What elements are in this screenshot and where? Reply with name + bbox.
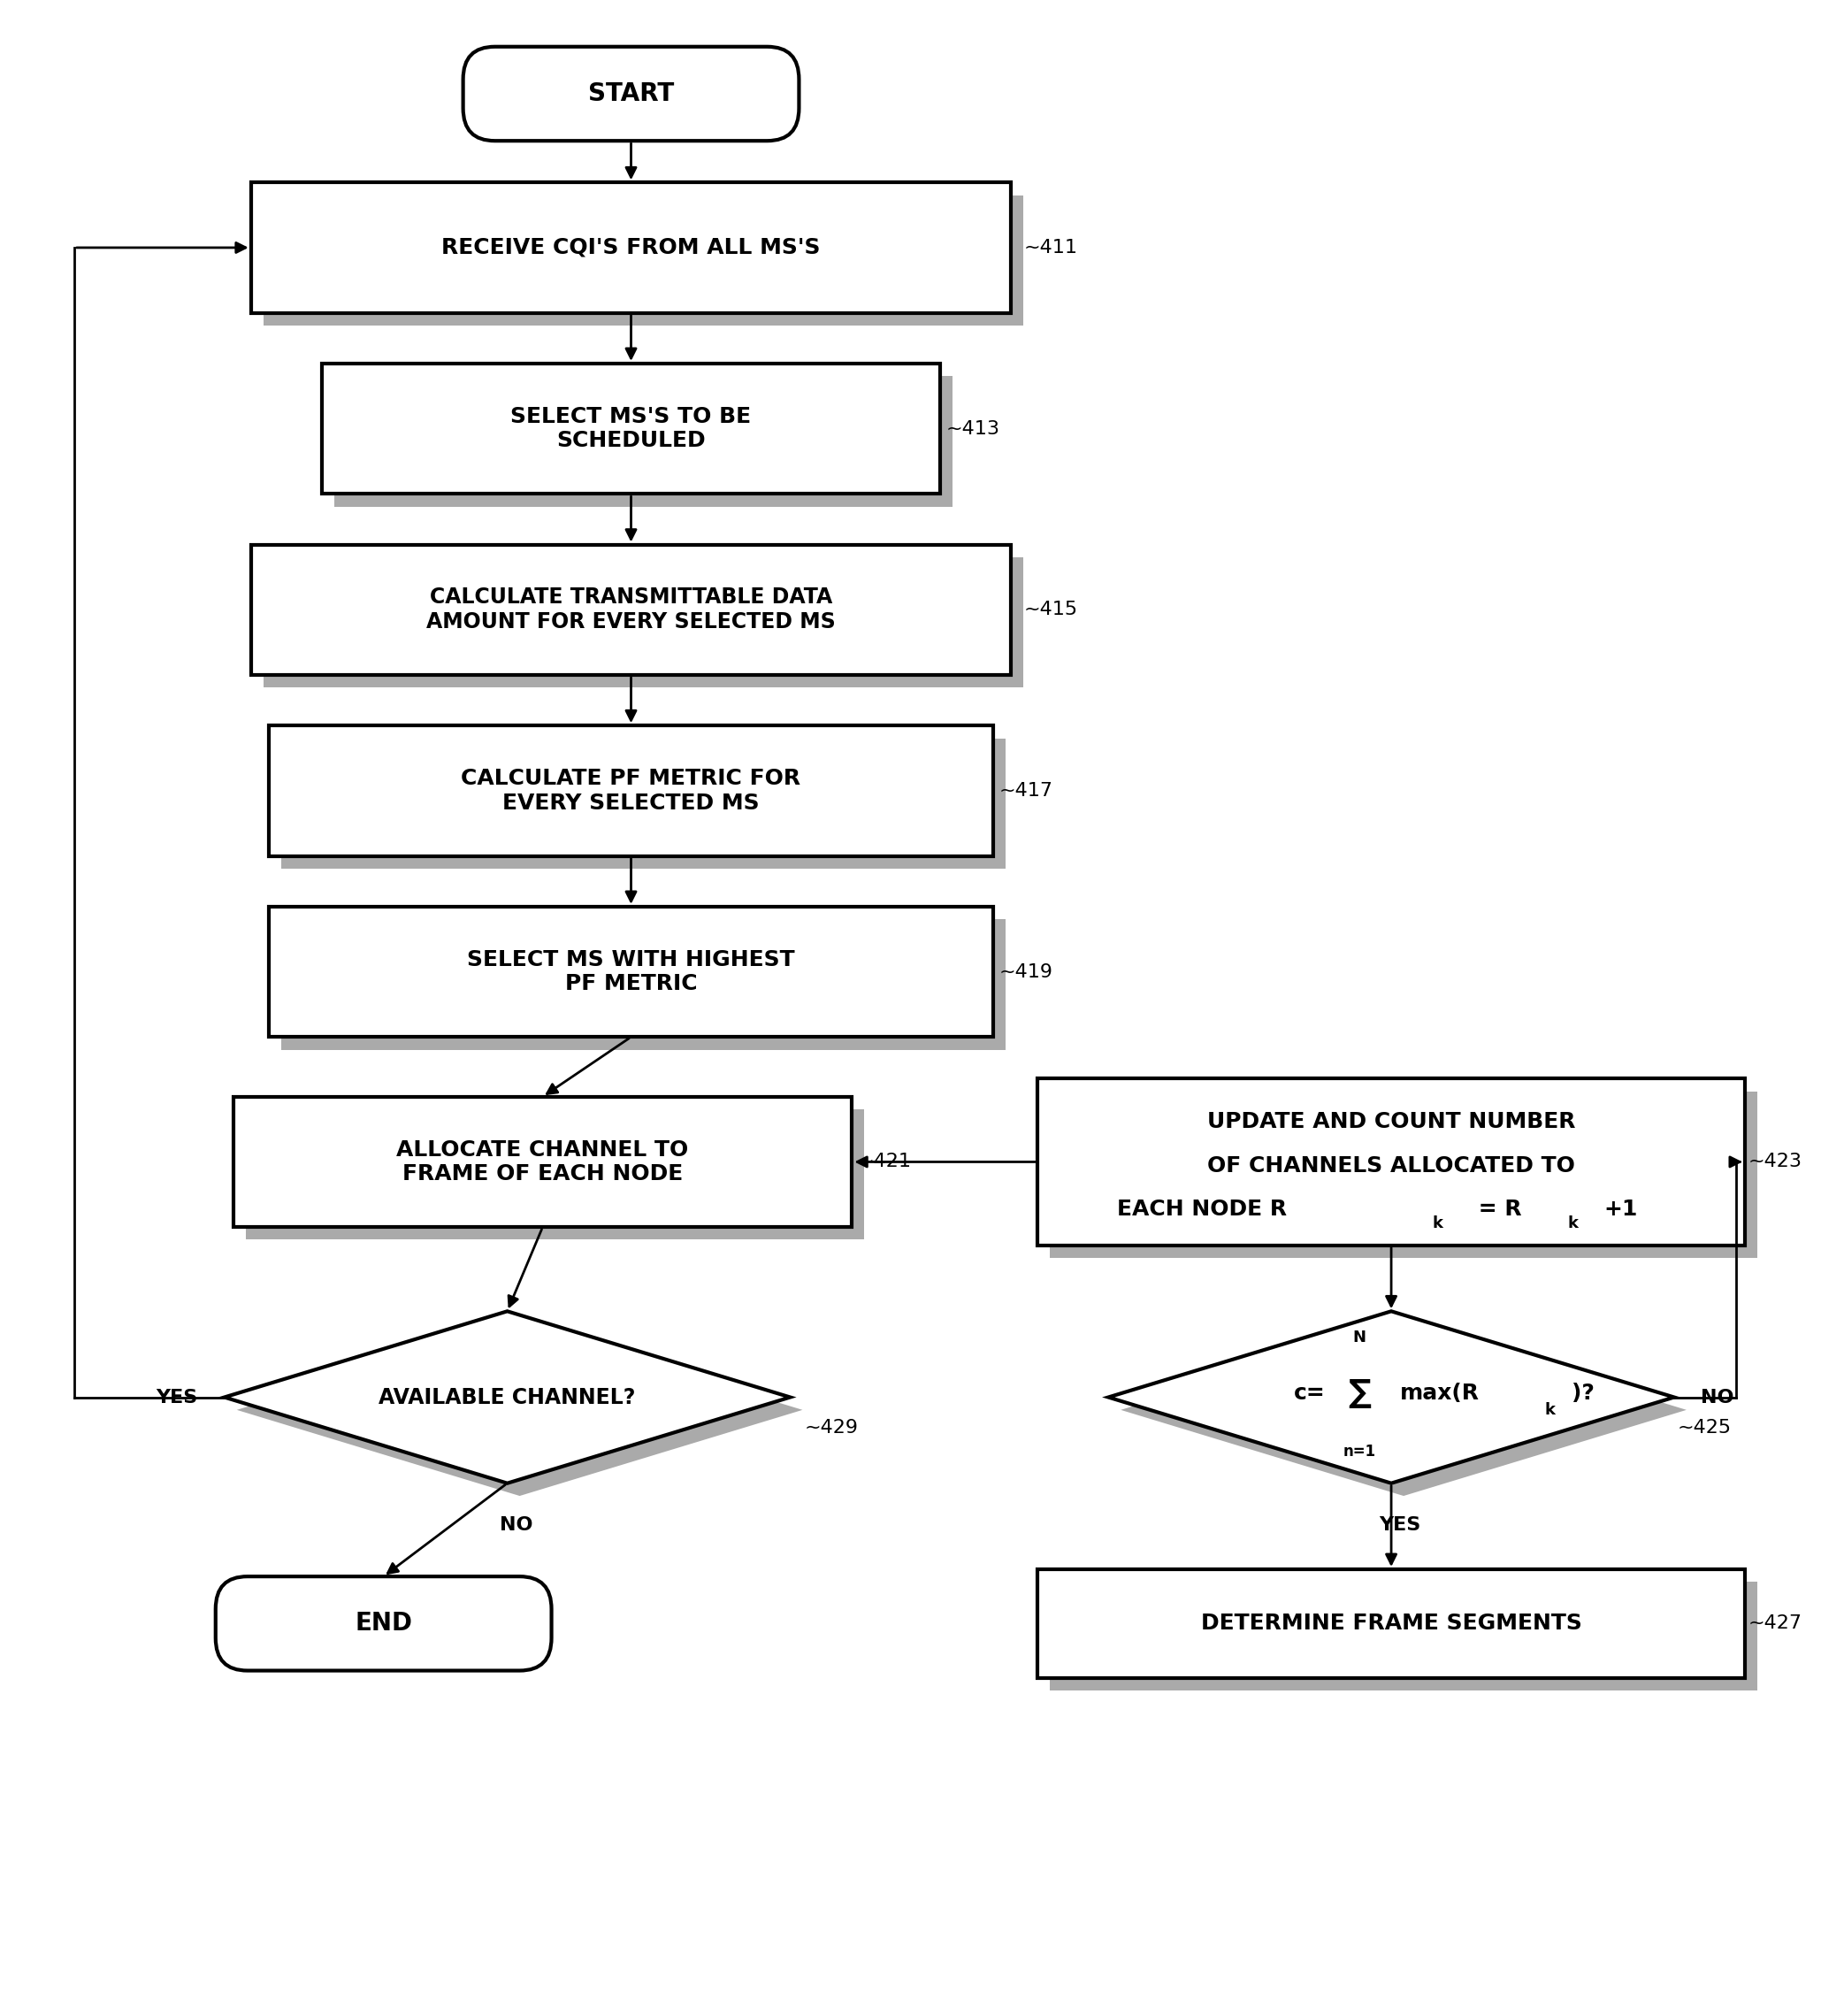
Text: OF CHANNELS ALLOCATED TO: OF CHANNELS ALLOCATED TO [1207,1155,1575,1175]
Text: ~419: ~419 [998,964,1053,980]
Text: ~411: ~411 [1023,238,1078,256]
Text: = R: = R [1471,1198,1522,1220]
Text: CALCULATE PF METRIC FOR
EVERY SELECTED MS: CALCULATE PF METRIC FOR EVERY SELECTED M… [461,768,801,814]
Polygon shape [1109,1310,1673,1484]
Polygon shape [237,1325,803,1496]
Polygon shape [1120,1325,1686,1496]
Text: CALCULATE TRANSMITTABLE DATA
AMOUNT FOR EVERY SELECTED MS: CALCULATE TRANSMITTABLE DATA AMOUNT FOR … [426,587,836,633]
Text: END: END [355,1611,412,1635]
Bar [1038,1079,1745,1246]
Text: NO: NO [1701,1389,1734,1405]
Bar [251,183,1011,312]
Text: ~425: ~425 [1677,1419,1732,1437]
Text: AVAILABLE CHANNEL?: AVAILABLE CHANNEL? [379,1387,636,1407]
Bar [233,1097,852,1228]
Bar [1051,1091,1757,1258]
Text: ∑: ∑ [1348,1379,1371,1409]
Bar [264,196,1023,325]
Text: k: k [1544,1401,1555,1417]
Bar [270,907,994,1036]
Text: )?: )? [1572,1383,1595,1405]
Text: ~427: ~427 [1748,1615,1803,1633]
Bar [264,556,1023,687]
Text: NO: NO [499,1516,534,1534]
Text: ~423: ~423 [1748,1153,1803,1171]
Text: ~415: ~415 [1023,601,1078,619]
Text: ~429: ~429 [805,1419,858,1437]
Text: max(R: max(R [1400,1383,1480,1405]
FancyBboxPatch shape [463,46,799,141]
Polygon shape [224,1310,790,1484]
Text: SELECT MS'S TO BE
SCHEDULED: SELECT MS'S TO BE SCHEDULED [510,405,752,452]
Text: START: START [588,81,674,107]
Text: DETERMINE FRAME SEGMENTS: DETERMINE FRAME SEGMENTS [1200,1613,1582,1635]
Bar [251,544,1011,675]
Text: k: k [1568,1216,1579,1232]
Bar [270,726,994,857]
Text: SELECT MS WITH HIGHEST
PF METRIC: SELECT MS WITH HIGHEST PF METRIC [468,950,796,994]
Text: YES: YES [157,1389,198,1405]
Text: ~421: ~421 [858,1153,910,1171]
Bar [1051,1583,1757,1691]
Text: +1: +1 [1602,1198,1637,1220]
Bar [1038,1568,1745,1677]
Bar [280,919,1005,1050]
Bar [280,738,1005,869]
Text: c=: c= [1295,1383,1326,1405]
Text: N: N [1353,1329,1366,1345]
Text: n=1: n=1 [1344,1443,1377,1460]
Text: ~413: ~413 [945,419,1000,437]
Text: ALLOCATE CHANNEL TO
FRAME OF EACH NODE: ALLOCATE CHANNEL TO FRAME OF EACH NODE [397,1139,688,1185]
Bar [246,1109,865,1240]
Text: UPDATE AND COUNT NUMBER: UPDATE AND COUNT NUMBER [1207,1111,1575,1133]
FancyBboxPatch shape [215,1577,552,1671]
Text: EACH NODE R: EACH NODE R [1118,1198,1287,1220]
Text: k: k [1431,1216,1442,1232]
Text: YES: YES [1378,1516,1420,1534]
Bar [322,363,940,494]
Text: ~417: ~417 [998,782,1053,800]
Text: RECEIVE CQI'S FROM ALL MS'S: RECEIVE CQI'S FROM ALL MS'S [441,238,821,258]
Bar [333,377,952,506]
